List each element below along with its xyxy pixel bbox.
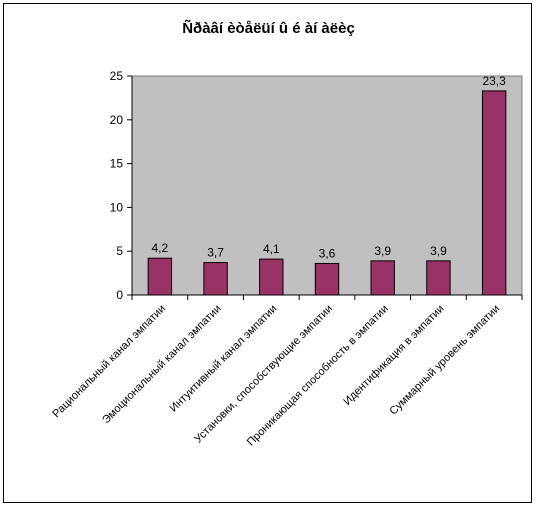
y-tick-label: 10 <box>110 200 124 214</box>
category-label: Эмоциональный канал эмпатии <box>100 303 224 427</box>
data-label: 3,6 <box>319 246 336 260</box>
bar <box>370 260 395 296</box>
y-tick-label: 15 <box>110 157 124 171</box>
data-label: 3,9 <box>374 244 391 258</box>
y-tick-label: 0 <box>116 288 123 302</box>
data-label: 4,2 <box>152 241 169 255</box>
bar <box>481 90 507 296</box>
data-labels: 4,2 3,7 4,1 3,6 3,9 3,9 23,3 <box>152 74 507 261</box>
data-label: 4,1 <box>263 242 280 256</box>
bar <box>426 260 451 296</box>
category-label: Рациональный канал эмпатии <box>50 303 168 421</box>
bar <box>203 262 228 296</box>
category-label: Интуитивный канал эмпатии <box>168 303 280 415</box>
y-tick-label: 5 <box>116 244 123 258</box>
plot-area <box>131 75 523 296</box>
bar <box>147 257 173 296</box>
bar <box>314 262 340 296</box>
x-axis <box>131 294 523 300</box>
category-label: Суммарный уровень эмпатии <box>387 303 502 418</box>
category-label: Идентификация в эмпатии <box>341 303 446 408</box>
bars <box>147 90 507 296</box>
data-label: 23,3 <box>482 74 506 88</box>
bar <box>259 258 284 296</box>
y-tick-label: 25 <box>110 69 124 83</box>
data-label: 3,7 <box>207 246 224 260</box>
chart-title: Ñðàâí èòåëüí û é àí àëèç <box>182 20 355 37</box>
y-axis: 0 5 10 15 20 25 <box>110 69 133 302</box>
category-labels: Рациональный канал эмпатииЭмоциональный … <box>50 303 502 449</box>
y-tick-label: 20 <box>110 113 124 127</box>
data-label: 3,9 <box>430 244 447 258</box>
